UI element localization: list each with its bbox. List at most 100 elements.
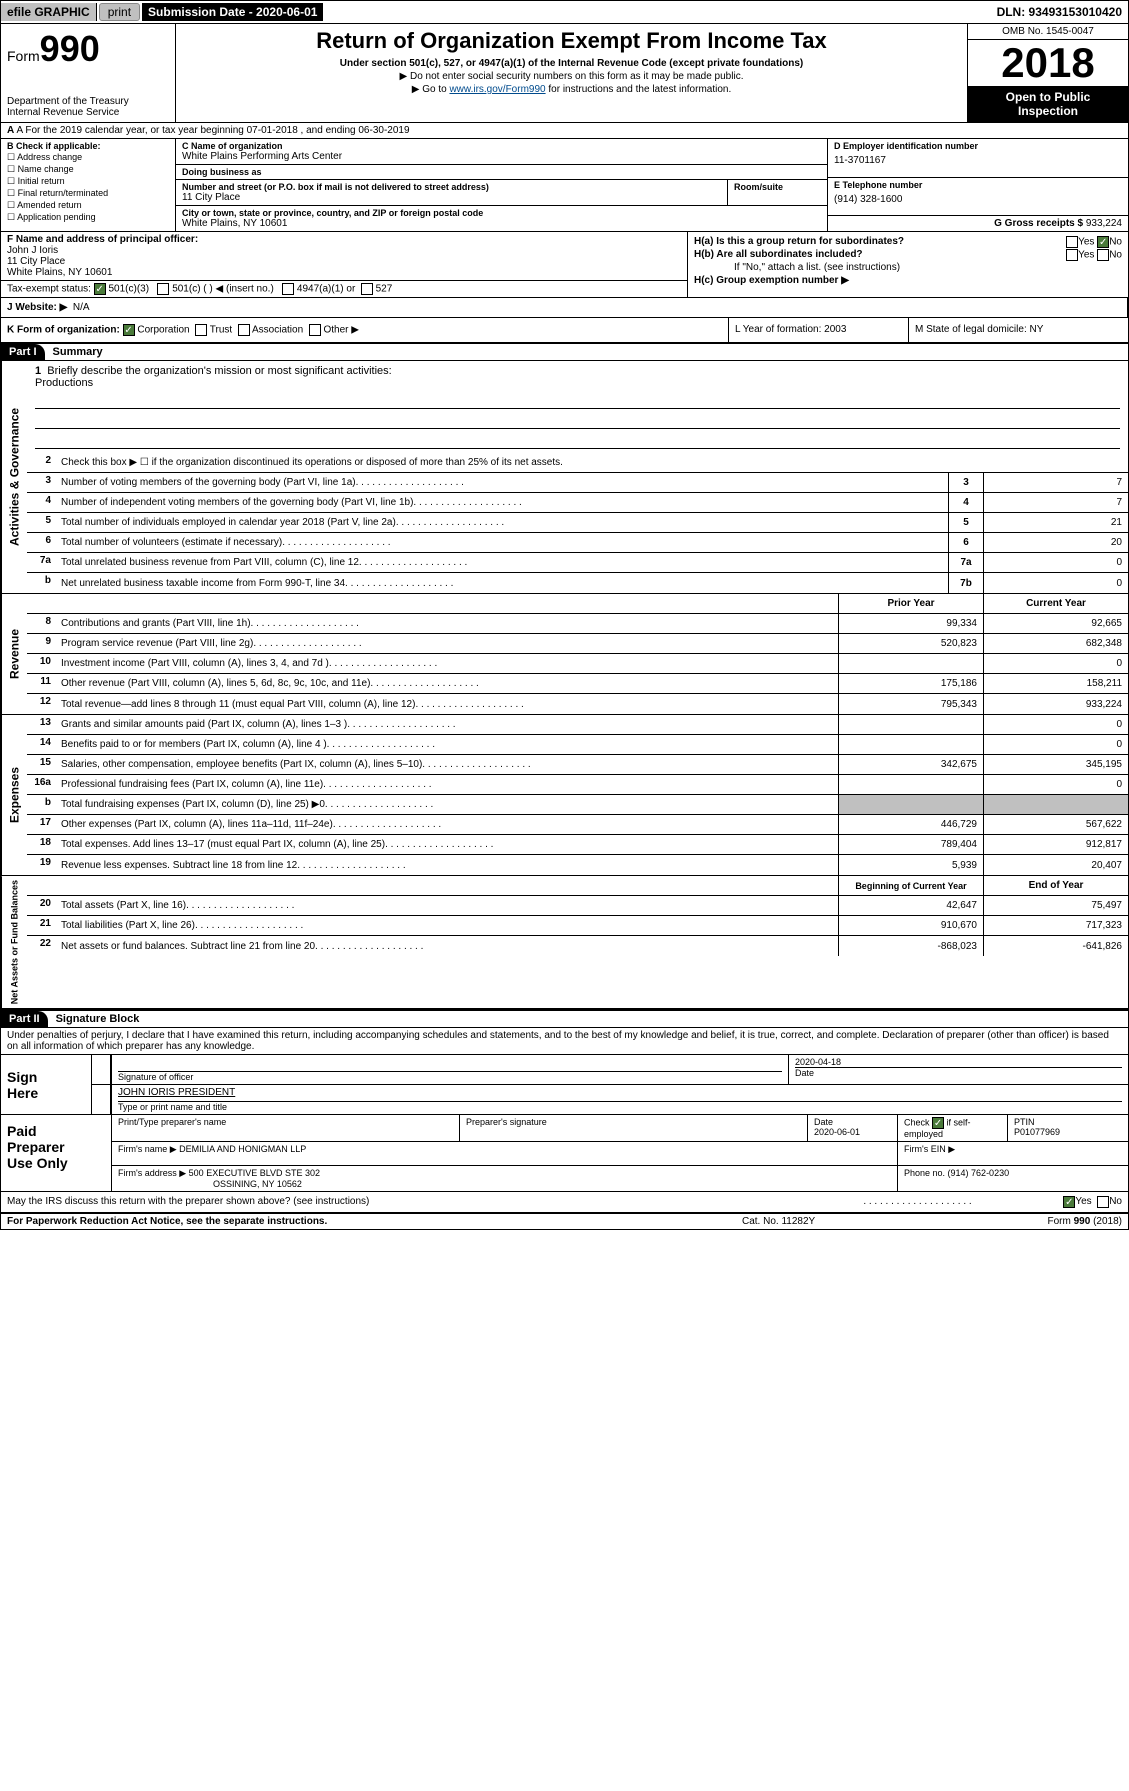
ptin: P01077969 — [1014, 1127, 1122, 1137]
curr-15: 345,195 — [983, 755, 1128, 774]
check-527[interactable] — [361, 283, 373, 295]
row-16a: 16a Professional fundraising fees (Part … — [27, 775, 1128, 795]
officer-addr1: 11 City Place — [7, 256, 65, 267]
dln-label: DLN: 93493153010420 — [991, 3, 1128, 21]
curr-20: 75,497 — [983, 896, 1128, 915]
curr-22: -641,826 — [983, 936, 1128, 956]
hb-yes[interactable] — [1066, 249, 1078, 261]
self-employed-label: Check — [904, 1118, 932, 1128]
check-assoc[interactable] — [238, 324, 250, 336]
org-name: White Plains Performing Arts Center — [182, 151, 821, 162]
ha-no[interactable]: ✓ — [1097, 236, 1109, 248]
gov-row-4: 4 Number of independent voting members o… — [27, 493, 1128, 513]
check-other[interactable] — [309, 324, 321, 336]
prior-22: -868,023 — [838, 936, 983, 956]
ha-yes[interactable] — [1066, 236, 1078, 248]
gov-row-5: 5 Total number of individuals employed i… — [27, 513, 1128, 533]
check-final-return[interactable]: ☐ Final return/terminated — [7, 188, 169, 199]
prior-16a — [838, 775, 983, 794]
line2: Check this box ▶ ☐ if the organization d… — [57, 453, 1128, 472]
irs-link[interactable]: www.irs.gov/Form990 — [449, 84, 545, 95]
org-name-label: C Name of organization — [182, 141, 821, 151]
subtitle-2: ▶ Do not enter social security numbers o… — [180, 71, 963, 82]
check-name-change[interactable]: ☐ Name change — [7, 164, 169, 175]
check-initial-return[interactable]: ☐ Initial return — [7, 176, 169, 187]
row-17: 17 Other expenses (Part IX, column (A), … — [27, 815, 1128, 835]
section-b: B Check if applicable: ☐ Address change … — [1, 139, 176, 231]
row-20: 20 Total assets (Part X, line 16) 42,647… — [27, 896, 1128, 916]
print-button[interactable]: print — [99, 3, 140, 21]
check-corp[interactable]: ✓ — [123, 324, 135, 336]
curr-17: 567,622 — [983, 815, 1128, 834]
form-title: Return of Organization Exempt From Incom… — [180, 28, 963, 54]
section-governance: Activities & Governance 1 Briefly descri… — [1, 361, 1128, 594]
side-expenses: Expenses — [1, 715, 27, 875]
prior-20: 42,647 — [838, 896, 983, 915]
section-bcd: B Check if applicable: ☐ Address change … — [1, 139, 1128, 232]
discuss-no[interactable] — [1097, 1196, 1109, 1208]
curr-14: 0 — [983, 735, 1128, 754]
prior-12: 795,343 — [838, 694, 983, 714]
check-amended[interactable]: ☐ Amended return — [7, 200, 169, 211]
footer: For Paperwork Reduction Act Notice, see … — [1, 1214, 1128, 1229]
section-klm: K Form of organization: ✓ Corporation Tr… — [1, 318, 1128, 344]
form-990: Form990 Department of the Treasury Inter… — [0, 24, 1129, 1230]
curr-9: 682,348 — [983, 634, 1128, 653]
firm-addr2: OSSINING, NY 10562 — [213, 1179, 302, 1189]
year-formation: L Year of formation: 2003 — [728, 318, 908, 342]
check-4947[interactable] — [282, 283, 294, 295]
curr-11: 158,211 — [983, 674, 1128, 693]
check-address-change[interactable]: ☐ Address change — [7, 152, 169, 163]
gov-val-7a: 0 — [983, 553, 1128, 572]
row-8: 8 Contributions and grants (Part VIII, l… — [27, 614, 1128, 634]
firm-name: DEMILIA AND HONIGMAN LLP — [179, 1144, 306, 1154]
check-501c[interactable] — [157, 283, 169, 295]
side-governance: Activities & Governance — [1, 361, 27, 593]
name-title-label: Type or print name and title — [118, 1101, 1122, 1112]
gov-val-3: 7 — [983, 473, 1128, 492]
prep-date: 2020-06-01 — [814, 1127, 891, 1137]
part2-header: Part II Signature Block — [1, 1010, 1128, 1028]
check-app-pending[interactable]: ☐ Application pending — [7, 212, 169, 223]
hc-label: H(c) Group exemption number ▶ — [694, 275, 849, 286]
discuss-yes[interactable]: ✓ — [1063, 1196, 1075, 1208]
prior-18: 789,404 — [838, 835, 983, 854]
curr-18: 912,817 — [983, 835, 1128, 854]
section-revenue: Revenue Prior Year Current Year 8 Contri… — [1, 594, 1128, 715]
curr-b — [983, 795, 1128, 814]
dba-label: Doing business as — [182, 167, 821, 177]
check-self-employed[interactable]: ✓ — [932, 1117, 944, 1129]
check-501c3[interactable]: ✓ — [94, 283, 106, 295]
form-990-footer: Form 990 (2018) — [942, 1216, 1122, 1227]
prior-13 — [838, 715, 983, 734]
tax-exempt-status: Tax-exempt status: ✓ 501(c)(3) 501(c) ( … — [1, 280, 687, 297]
col-end-year: End of Year — [983, 876, 1128, 895]
omb-number: OMB No. 1545-0047 — [968, 24, 1128, 40]
tel-value: (914) 328-1600 — [834, 194, 1122, 205]
gov-val-4: 7 — [983, 493, 1128, 512]
prior-b — [838, 795, 983, 814]
prior-21: 910,670 — [838, 916, 983, 935]
curr-8: 92,665 — [983, 614, 1128, 633]
paid-preparer-block: Paid Preparer Use Only Print/Type prepar… — [1, 1115, 1128, 1192]
sign-date: 2020-04-18 — [795, 1057, 1122, 1067]
perjury-statement: Under penalties of perjury, I declare th… — [1, 1028, 1128, 1055]
sig-officer-label: Signature of officer — [118, 1071, 782, 1082]
row-13: 13 Grants and similar amounts paid (Part… — [27, 715, 1128, 735]
prior-14 — [838, 735, 983, 754]
officer-name: John J Ioris — [7, 245, 58, 256]
hb-no[interactable] — [1097, 249, 1109, 261]
curr-10: 0 — [983, 654, 1128, 673]
state-domicile: M State of legal domicile: NY — [908, 318, 1128, 342]
street-address: 11 City Place — [182, 192, 721, 203]
section-c: C Name of organization White Plains Perf… — [176, 139, 828, 231]
ein-label: D Employer identification number — [834, 141, 1122, 151]
cat-no: Cat. No. 11282Y — [742, 1216, 942, 1227]
date-label: Date — [795, 1067, 1122, 1078]
check-trust[interactable] — [195, 324, 207, 336]
col-prior-year: Prior Year — [838, 594, 983, 613]
discuss-row: May the IRS discuss this return with the… — [1, 1192, 1128, 1214]
prior-15: 342,675 — [838, 755, 983, 774]
col-current-year: Current Year — [983, 594, 1128, 613]
section-j: J Website: ▶ N/A — [1, 298, 1128, 318]
